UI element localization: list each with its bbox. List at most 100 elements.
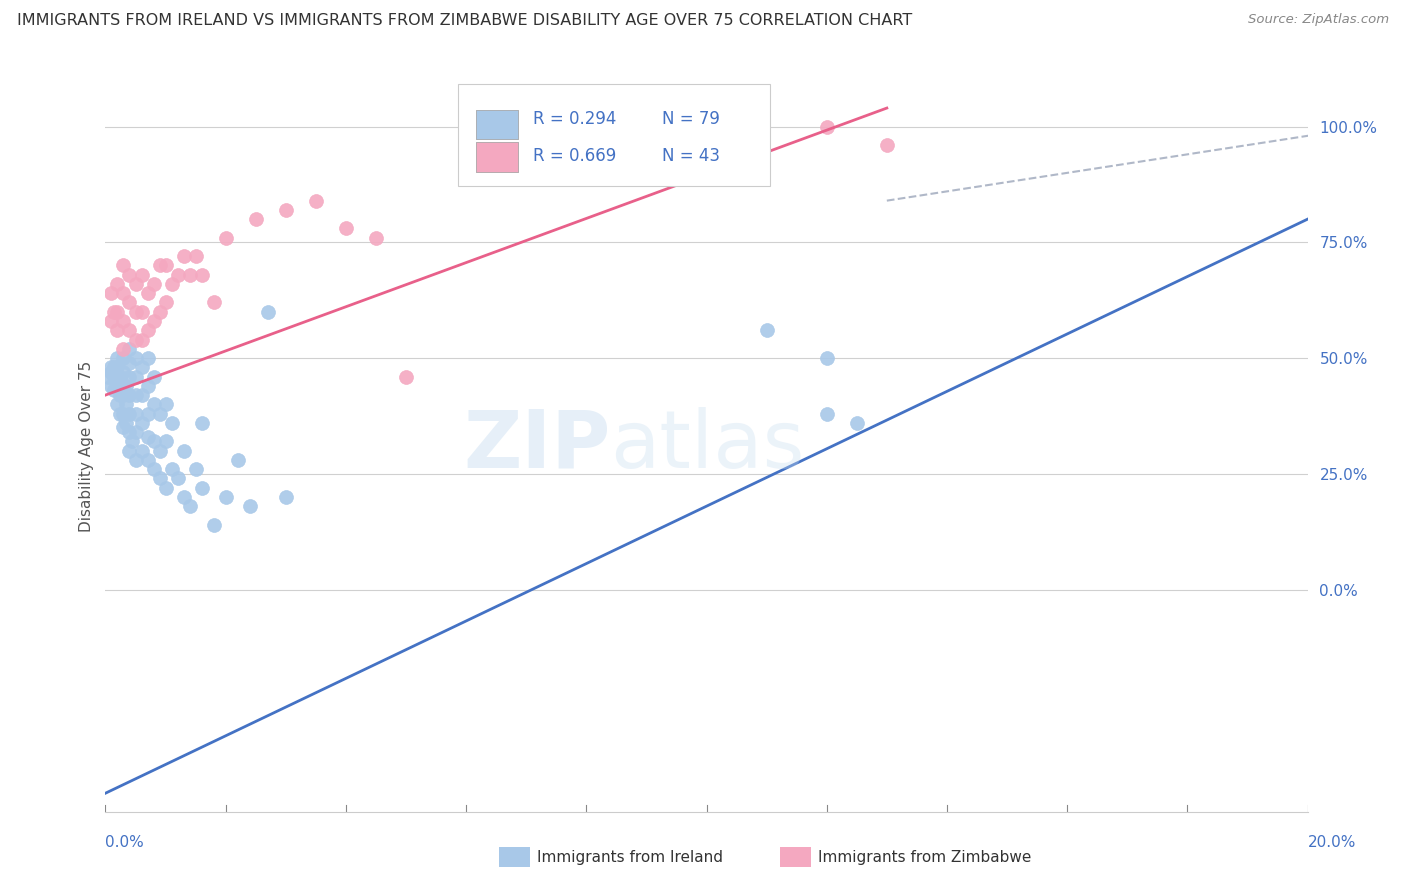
Point	[112, 388, 135, 402]
Point	[124, 425, 146, 439]
Point	[160, 462, 183, 476]
Text: N = 79: N = 79	[662, 110, 720, 128]
Point	[166, 471, 188, 485]
Point	[100, 286, 122, 301]
Point	[815, 351, 838, 365]
Point	[148, 443, 170, 458]
Point	[118, 356, 141, 370]
Point	[142, 314, 165, 328]
Point	[815, 120, 838, 134]
Point	[142, 434, 165, 449]
Point	[148, 471, 170, 485]
Point	[121, 434, 143, 449]
Point	[107, 379, 129, 393]
Point	[226, 453, 249, 467]
Point	[148, 259, 170, 273]
Point	[256, 304, 278, 318]
Point	[100, 379, 122, 393]
Point	[274, 490, 297, 504]
Point	[136, 453, 159, 467]
Point	[112, 351, 135, 365]
Point	[202, 517, 225, 532]
Point	[124, 304, 146, 318]
Point	[118, 369, 141, 384]
Point	[142, 397, 165, 411]
Point	[103, 384, 125, 398]
Point	[190, 416, 212, 430]
Point	[142, 369, 165, 384]
Point	[876, 138, 898, 153]
Point	[112, 314, 135, 328]
Point	[131, 304, 153, 318]
Point	[179, 499, 201, 513]
Point	[118, 342, 141, 356]
Point	[454, 120, 477, 134]
Point	[160, 416, 183, 430]
Point	[118, 323, 141, 337]
Point	[173, 490, 195, 504]
Point	[110, 388, 132, 402]
Text: N = 43: N = 43	[662, 146, 720, 165]
Point	[110, 369, 132, 384]
Point	[467, 120, 489, 134]
Point	[148, 304, 170, 318]
Text: 20.0%: 20.0%	[1308, 836, 1355, 850]
Point	[118, 443, 141, 458]
Point	[107, 397, 129, 411]
Point	[136, 379, 159, 393]
Point	[107, 369, 129, 384]
Point	[142, 277, 165, 291]
Point	[115, 416, 138, 430]
Point	[118, 425, 141, 439]
Point	[364, 230, 387, 244]
Point	[112, 379, 135, 393]
Point	[184, 462, 207, 476]
Point	[124, 351, 146, 365]
Text: R = 0.669: R = 0.669	[533, 146, 617, 165]
Point	[173, 443, 195, 458]
Point	[118, 388, 141, 402]
Point	[124, 407, 146, 421]
Point	[142, 462, 165, 476]
Point	[110, 407, 132, 421]
Point	[124, 453, 146, 467]
Point	[97, 369, 120, 384]
Point	[190, 268, 212, 282]
Point	[395, 369, 418, 384]
Point	[155, 434, 177, 449]
Point	[124, 333, 146, 347]
Point	[124, 277, 146, 291]
Text: ZIP: ZIP	[463, 407, 610, 485]
Point	[755, 323, 778, 337]
Point	[124, 369, 146, 384]
Point	[202, 295, 225, 310]
Point	[103, 360, 125, 375]
Point	[179, 268, 201, 282]
Point	[184, 249, 207, 263]
Point	[112, 286, 135, 301]
Text: Source: ZipAtlas.com: Source: ZipAtlas.com	[1249, 13, 1389, 27]
Point	[131, 360, 153, 375]
FancyBboxPatch shape	[475, 110, 517, 139]
Point	[173, 249, 195, 263]
Point	[100, 360, 122, 375]
Y-axis label: Disability Age Over 75: Disability Age Over 75	[79, 360, 94, 532]
Point	[239, 499, 262, 513]
Point	[136, 407, 159, 421]
Point	[100, 314, 122, 328]
Point	[305, 194, 328, 208]
Point	[245, 212, 267, 227]
Point	[190, 481, 212, 495]
Point	[107, 360, 129, 375]
Point	[155, 397, 177, 411]
Point	[155, 259, 177, 273]
Text: Immigrants from Ireland: Immigrants from Ireland	[537, 850, 723, 864]
Point	[136, 351, 159, 365]
Text: IMMIGRANTS FROM IRELAND VS IMMIGRANTS FROM ZIMBABWE DISABILITY AGE OVER 75 CORRE: IMMIGRANTS FROM IRELAND VS IMMIGRANTS FR…	[17, 13, 912, 29]
Point	[214, 230, 236, 244]
Point	[103, 304, 125, 318]
Point	[454, 120, 477, 134]
Point	[107, 351, 129, 365]
Point	[112, 407, 135, 421]
Point	[131, 416, 153, 430]
